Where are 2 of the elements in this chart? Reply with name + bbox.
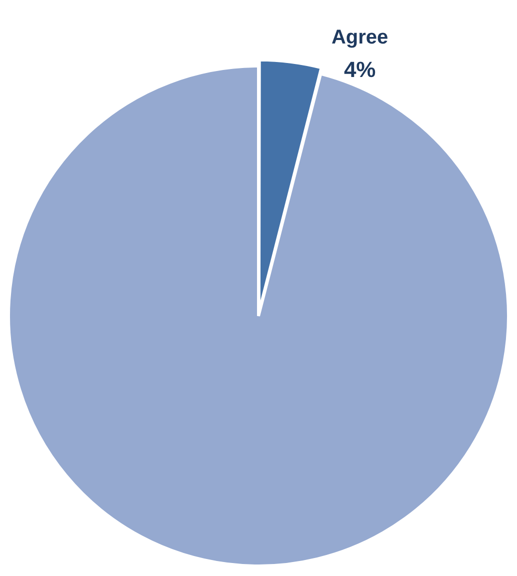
- data-label: 4%: [344, 57, 376, 82]
- slice-label: Agree: [331, 26, 388, 48]
